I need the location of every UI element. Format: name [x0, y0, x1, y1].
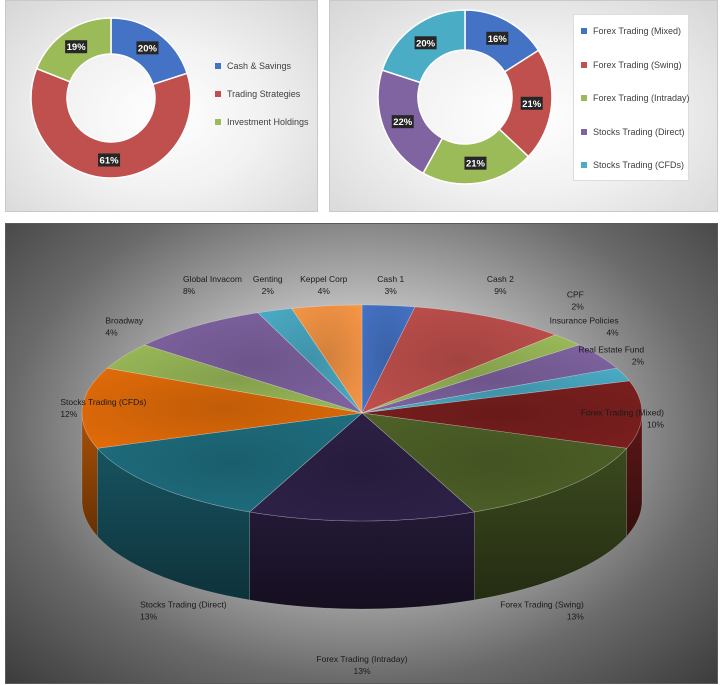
slice-cpf	[361, 334, 581, 414]
category-label-stocks-trading-direct: Stocks Trading (Direct)	[140, 600, 227, 610]
legend-asset-allocation: Cash & Savings Trading Strategies Investme…	[208, 53, 318, 135]
data-label-trading-strategies: 61%	[100, 155, 120, 166]
slice-real-estate-fund	[361, 367, 630, 414]
slice-genting	[257, 308, 363, 414]
data-label-forex-trading-mixed: 10%	[647, 420, 664, 430]
data-label-genting: 2%	[262, 286, 275, 296]
legend-item-investment-holdings: Investment Holdings	[215, 117, 309, 127]
legend-item-forex-trading-swing: Forex Trading (Swing)	[581, 60, 682, 70]
legend-item-stocks-trading-direct: Stocks Trading (Direct)	[581, 127, 685, 137]
data-label-forex-trading-swing: 21%	[522, 99, 542, 110]
legend-swatch	[581, 95, 587, 101]
category-label-insurance-policies: Insurance Policies	[550, 315, 619, 325]
pie-top-faces	[81, 304, 643, 522]
slice-trading-strategies	[30, 67, 192, 179]
slice-forex-trading-mixed	[361, 380, 643, 449]
data-label-box-forex-trading-swing	[520, 96, 543, 110]
doughnut-chart-trading-strategies: 16% 21% 21% 22% 20%	[377, 9, 553, 185]
data-label-box-stocks-trading-cfds	[414, 36, 437, 50]
legend-label: Forex Trading (Mixed)	[593, 26, 682, 36]
legend-item-cash-savings: Cash & Savings	[215, 61, 291, 71]
legend-swatch	[215, 63, 221, 69]
category-label-stocks-trading-cfds: Stocks Trading (CFDs)	[60, 397, 146, 407]
data-label-cpf: 2%	[572, 302, 585, 312]
data-label-cash-1: 3%	[385, 286, 398, 296]
category-label-forex-trading-swing: Forex Trading (Swing)	[500, 600, 584, 610]
data-label-forex-trading-intraday: 13%	[353, 666, 370, 676]
data-label-box-trading-strategies	[98, 153, 121, 167]
legend-item-forex-trading-intraday: Forex Trading (Intraday)	[581, 93, 690, 103]
legend-swatch	[215, 119, 221, 125]
data-label-forex-trading-swing: 13%	[567, 612, 584, 622]
category-label-forex-trading-mixed: Forex Trading (Mixed)	[581, 408, 664, 418]
legend-label: Stocks Trading (CFDs)	[593, 160, 685, 170]
category-label-real-estate-fund: Real Estate Fund	[578, 344, 644, 354]
slice-broadway	[106, 344, 363, 414]
data-label-stocks-trading-direct: 22%	[393, 117, 413, 128]
data-label-forex-trading-intraday: 21%	[466, 159, 486, 170]
category-label-keppel-corp: Keppel Corp	[300, 274, 348, 284]
data-label-broadway: 4%	[105, 327, 118, 337]
data-label-box-stocks-trading-direct	[391, 115, 414, 129]
slice-side-forex-trading-intraday	[249, 511, 475, 610]
legend-swatch	[581, 162, 587, 168]
legend-label: Forex Trading (Intraday)	[593, 93, 690, 103]
legend-swatch	[215, 91, 221, 97]
slice-global-invacom	[143, 312, 363, 414]
legend-swatch	[581, 28, 587, 34]
chart-panel-portfolio-breakdown: Cash 1 3% Cash 2 9% CPF 2% Insurance Policies 4…	[5, 223, 718, 684]
data-label-cash-savings: 20%	[138, 43, 158, 54]
slice-cash-2	[361, 306, 557, 414]
data-label-insurance-policies: 4%	[606, 327, 619, 337]
legend-label: Forex Trading (Swing)	[593, 59, 682, 70]
legend-item-stocks-trading-cfds: Stocks Trading (CFDs)	[581, 160, 684, 170]
chart-panel-asset-allocation: 20% 61% 19% Cash & Savings Trading Strategi…	[5, 0, 318, 212]
slice-cash-1	[361, 304, 416, 414]
legend-item-forex-trading-mixed: Forex Trading (Mixed)	[581, 26, 681, 36]
data-label-box-cash-savings	[136, 41, 159, 55]
legend-item-trading-strategies: Trading Strategies	[215, 89, 300, 99]
data-label-box-investment-holdings	[65, 40, 88, 54]
category-label-forex-trading-intraday: Forex Trading (Intraday)	[316, 654, 407, 664]
legend-trading-strategies: Forex Trading (Mixed) Forex Trading (Swin…	[573, 14, 690, 181]
category-label-broadway: Broadway	[105, 315, 144, 325]
pie-labels: Cash 1 3% Cash 2 9% CPF 2% Insurance Policies 4…	[60, 274, 664, 676]
category-label-genting: Genting	[253, 274, 283, 284]
category-label-cpf: CPF	[567, 290, 584, 300]
data-label-forex-trading-mixed: 16%	[488, 34, 508, 45]
slice-stocks-trading-cfds	[81, 367, 363, 449]
slice-keppel-corp	[291, 304, 363, 414]
legend-label: Stocks Trading (Direct)	[593, 126, 685, 137]
legend-swatch	[581, 61, 587, 68]
data-label-box-forex-trading-intraday	[464, 156, 487, 170]
data-label-stocks-trading-cfds: 12%	[60, 409, 77, 419]
slice-stocks-trading-direct	[96, 412, 363, 513]
slice-insurance-policies	[361, 344, 618, 414]
category-label-cash-1: Cash 1	[377, 274, 404, 284]
legend-label: Cash & Savings	[227, 61, 292, 71]
data-label-stocks-trading-direct: 13%	[140, 612, 157, 622]
category-label-global-invacom: Global Invacom	[183, 274, 242, 284]
pie-side-walls	[81, 412, 643, 610]
slice-forex-trading-swing	[361, 412, 628, 513]
data-label-global-invacom: 8%	[183, 286, 196, 296]
slice-forex-trading-intraday	[249, 412, 475, 522]
chart-panel-trading-strategies: 16% 21% 21% 22% 20% Forex Trading (Mixed) For…	[329, 0, 718, 212]
pie-3d-chart-portfolio-breakdown: Cash 1 3% Cash 2 9% CPF 2% Insurance Policies 4…	[60, 274, 664, 676]
data-label-box-forex-trading-mixed	[486, 31, 509, 45]
data-label-investment-holdings: 19%	[67, 42, 87, 53]
data-label-cash-2: 9%	[494, 286, 507, 296]
data-label-real-estate-fund: 2%	[632, 356, 645, 366]
data-label-keppel-corp: 4%	[318, 286, 331, 296]
category-label-cash-2: Cash 2	[487, 274, 514, 284]
legend-swatch	[581, 128, 587, 135]
legend-label: Trading Strategies	[227, 89, 301, 99]
doughnut-chart-asset-allocation: 20% 61% 19%	[30, 17, 192, 179]
data-label-stocks-trading-cfds: 20%	[416, 38, 436, 49]
legend-label: Investment Holdings	[227, 117, 309, 127]
